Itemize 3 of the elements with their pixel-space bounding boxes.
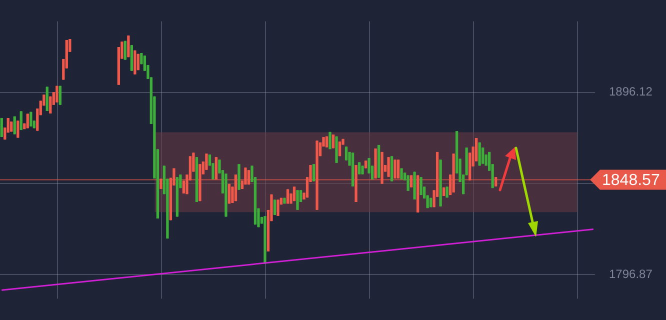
ref-line-label: 1848.57 — [602, 172, 660, 190]
y-tick-label: 1796.87 — [609, 266, 653, 281]
y-tick-label: 1896.12 — [609, 84, 653, 99]
